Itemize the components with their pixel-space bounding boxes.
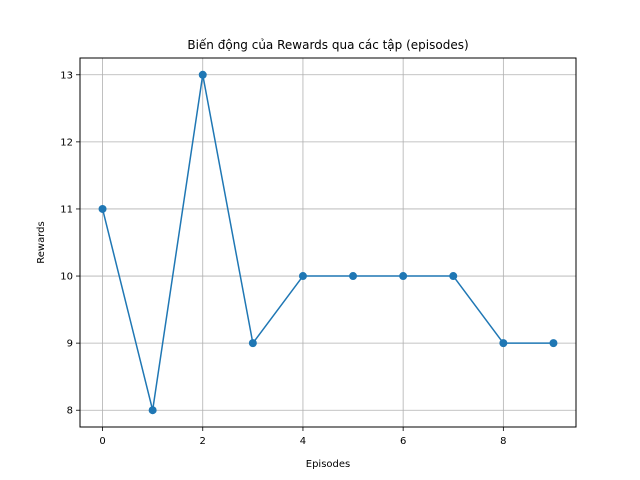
y-tick-label: 10 (60, 272, 73, 283)
y-tick-label: 12 (60, 137, 73, 148)
data-point (349, 272, 358, 281)
data-point (298, 272, 307, 281)
y-tick-label: 13 (60, 70, 73, 81)
y-tick-label: 11 (60, 204, 73, 215)
x-tick-label: 2 (200, 436, 206, 447)
data-point (248, 339, 257, 348)
data-point (449, 272, 458, 281)
x-tick-label: 6 (400, 436, 406, 447)
data-point (399, 272, 408, 281)
x-tick-label: 4 (300, 436, 306, 447)
chart-title: Biến động của Rewards qua các tập (episo… (187, 38, 468, 52)
y-axis-label: Rewards (36, 221, 47, 263)
y-tick-label: 8 (67, 406, 73, 417)
x-axis: 0 2 4 6 8 (99, 427, 507, 447)
data-point (98, 204, 107, 213)
y-tick-label: 9 (67, 339, 73, 350)
series-layer (98, 70, 558, 415)
x-tick-label: 0 (99, 436, 105, 447)
y-axis: 8 9 10 11 12 13 (60, 70, 80, 417)
data-point (198, 70, 207, 79)
x-axis-label: Episodes (306, 459, 350, 470)
series-line (101, 74, 554, 411)
x-tick-label: 8 (500, 436, 506, 447)
data-point (499, 339, 508, 348)
data-point (549, 339, 558, 348)
data-point (148, 406, 157, 415)
plot-frame (79, 57, 577, 428)
